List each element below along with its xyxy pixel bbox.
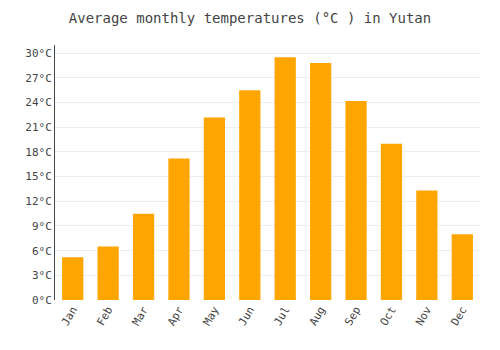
- svg-text:Oct: Oct: [378, 304, 399, 328]
- svg-text:27°C: 27°C: [25, 72, 52, 85]
- svg-text:Apr: Apr: [165, 304, 186, 328]
- svg-text:24°C: 24°C: [25, 96, 52, 109]
- svg-text:Feb: Feb: [94, 304, 115, 328]
- svg-text:Average monthly temperatures (: Average monthly temperatures (°C ) in Yu…: [69, 10, 431, 26]
- svg-text:Dec: Dec: [448, 304, 469, 328]
- svg-text:6°C: 6°C: [32, 245, 52, 258]
- svg-text:12°C: 12°C: [25, 195, 52, 208]
- svg-text:Sep: Sep: [342, 304, 363, 328]
- svg-text:9°C: 9°C: [32, 220, 52, 233]
- svg-text:15°C: 15°C: [25, 170, 52, 183]
- svg-text:0°C: 0°C: [32, 294, 52, 307]
- svg-text:Jul: Jul: [271, 304, 292, 328]
- svg-text:Jan: Jan: [59, 304, 80, 328]
- svg-text:30°C: 30°C: [25, 47, 52, 60]
- svg-text:18°C: 18°C: [25, 146, 52, 159]
- svg-text:May: May: [201, 304, 222, 328]
- svg-text:Aug: Aug: [307, 304, 328, 328]
- svg-text:21°C: 21°C: [25, 121, 52, 134]
- svg-text:Nov: Nov: [413, 304, 434, 328]
- svg-text:Mar: Mar: [130, 304, 151, 328]
- svg-text:Jun: Jun: [236, 304, 257, 328]
- svg-text:3°C: 3°C: [32, 269, 52, 282]
